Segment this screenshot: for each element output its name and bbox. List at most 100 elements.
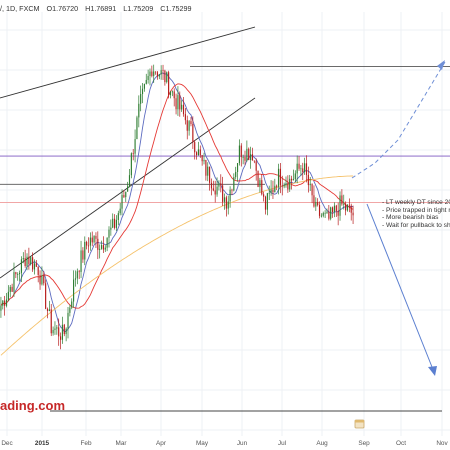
candle-body: [74, 278, 77, 280]
candle-body: [145, 79, 147, 84]
candle-body: [78, 271, 80, 273]
candle-body: [246, 148, 248, 161]
candle-body: [173, 91, 175, 99]
candle-body: [39, 274, 41, 285]
candle-body: [197, 149, 200, 156]
candle-body: [73, 279, 75, 302]
x-tick-label: Feb: [80, 440, 92, 447]
candle-body: [136, 117, 138, 140]
candle-body: [50, 309, 52, 334]
candle-body: [175, 98, 177, 110]
candle-body: [214, 190, 216, 195]
candle-body: [296, 163, 298, 174]
candle-body: [87, 245, 90, 247]
candle-body: [285, 183, 287, 185]
candle-body: [298, 163, 300, 169]
candle-body: [110, 227, 112, 230]
candle-body: [339, 195, 341, 216]
candle-body: [250, 154, 252, 161]
candle-body: [41, 275, 43, 285]
candle-body: [97, 238, 99, 250]
candle-body: [69, 307, 71, 313]
candle-body: [156, 72, 159, 77]
candle-body: [151, 71, 153, 76]
candle-body: [160, 70, 162, 75]
candle-body: [132, 153, 134, 155]
candle-body: [277, 168, 280, 187]
candle-body: [177, 95, 179, 110]
chart-grid: [0, 12, 450, 436]
candle-body: [307, 174, 309, 186]
high-value: H1.76891: [85, 4, 117, 13]
x-tick-label: May: [195, 440, 209, 447]
candle-body: [20, 259, 23, 273]
candle-body: [30, 257, 32, 264]
x-tick-label: Mar: [115, 440, 127, 447]
candle-body: [0, 305, 2, 311]
candle-body: [128, 175, 131, 187]
candle-body: [276, 185, 278, 187]
note-line: - LT weekly DT since 200: [382, 199, 450, 206]
candle-body: [84, 241, 86, 260]
candle-body: [331, 207, 334, 212]
note-line: - Wait for pullback to sh: [382, 221, 450, 229]
candle-body: [26, 256, 28, 266]
candle-body: [104, 247, 106, 250]
candle-body: [333, 205, 336, 212]
candle-body: [13, 272, 15, 292]
candle-body: [324, 212, 326, 214]
candle-body: [80, 250, 82, 273]
settings-icon[interactable]: [354, 418, 365, 429]
candle-body: [164, 70, 166, 83]
candle-body: [203, 159, 205, 162]
candle-body: [22, 258, 24, 260]
candle-body: [149, 71, 151, 76]
low-value: L1.75209: [123, 4, 154, 13]
candle-body: [168, 72, 170, 96]
candle-body: [17, 274, 19, 275]
candle-body: [309, 183, 311, 186]
candle-body: [294, 173, 296, 180]
candle-body: [345, 203, 347, 211]
candle-body: [328, 211, 330, 219]
candle-body: [348, 204, 350, 206]
candle-body: [229, 189, 231, 202]
candle-body: [82, 250, 84, 260]
candle-body: [220, 183, 222, 186]
candle-body: [287, 183, 289, 190]
candle-body: [251, 154, 254, 161]
candle-body: [242, 157, 244, 158]
candle-body: [291, 178, 293, 181]
candle-body: [201, 155, 203, 162]
candle-body: [305, 163, 308, 175]
candle-body: [281, 185, 283, 187]
candle-body: [341, 195, 343, 205]
candle-body: [58, 327, 60, 337]
up-arrow-head: [437, 60, 445, 70]
candle-body: [141, 88, 144, 95]
candle-body: [59, 336, 62, 340]
candle-body: [65, 328, 67, 335]
candle-body: [28, 256, 30, 264]
candle-body: [244, 157, 246, 161]
candle-body: [2, 300, 4, 306]
candle-body: [89, 237, 91, 246]
chart-header: /, 1D, FXCM O1.76720 H1.76891 L1.75209 C…: [0, 4, 196, 13]
candle-body: [300, 168, 302, 170]
candle-body: [259, 180, 261, 187]
candle-body: [46, 308, 49, 311]
candle-body: [127, 186, 129, 192]
candle-body: [114, 218, 116, 228]
candle-body: [222, 185, 224, 202]
note-line: - More bearish bias: [382, 214, 439, 222]
candle-body: [322, 213, 324, 216]
candle-body: [24, 258, 26, 266]
candle-body: [352, 212, 354, 216]
candle-body: [182, 104, 185, 115]
candle-body: [257, 170, 259, 187]
x-tick-label: 2015: [34, 440, 50, 447]
candle-body: [115, 219, 118, 228]
candle-body: [350, 205, 352, 213]
candle-body: [181, 104, 183, 110]
